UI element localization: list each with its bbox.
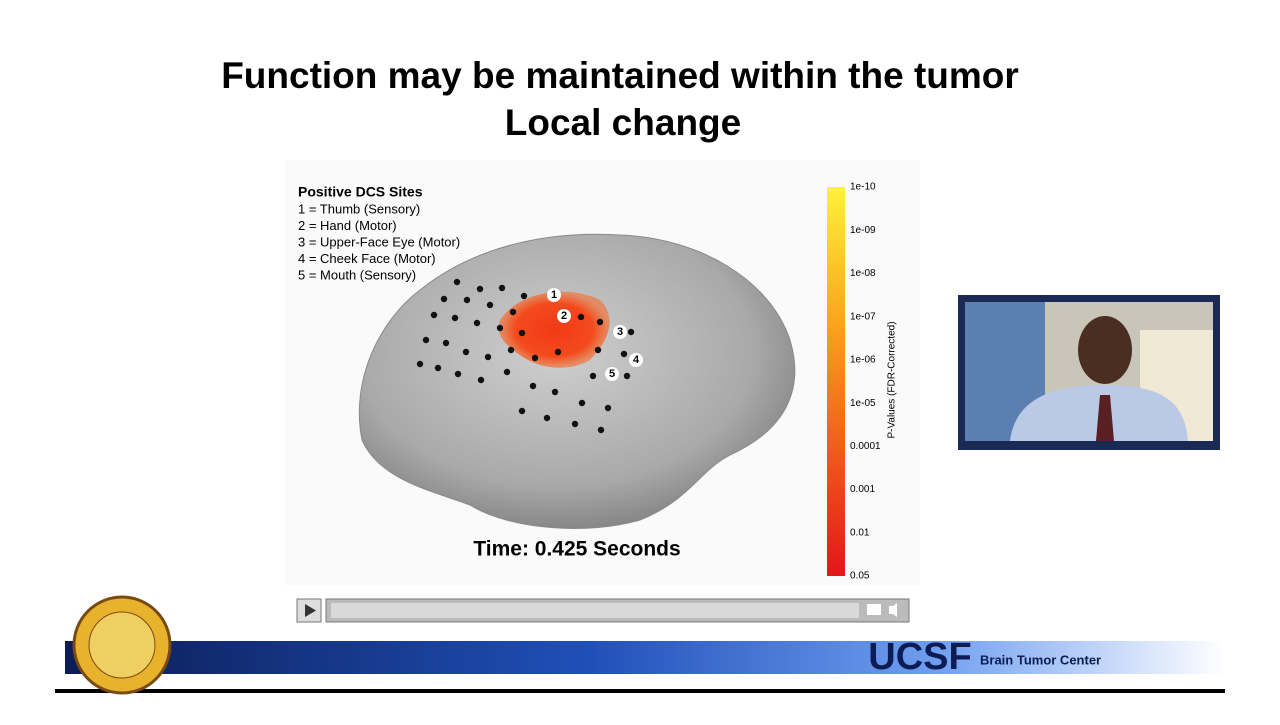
colorbar-tick: 1e-07 — [850, 311, 876, 322]
site-label: 4 — [633, 354, 640, 366]
center-name: Brain Tumor Center — [980, 652, 1101, 667]
electrode — [430, 311, 438, 319]
seal-inner — [88, 611, 156, 679]
electrode — [477, 376, 485, 384]
electrode — [462, 348, 470, 356]
colorbar-tick: 1e-06 — [850, 355, 876, 366]
colorbar — [827, 187, 845, 576]
footer-rule — [55, 689, 1225, 693]
legend-item: 4 = Cheek Face (Motor) — [298, 251, 436, 266]
electrode — [620, 350, 628, 358]
electrode — [422, 336, 430, 344]
electrode — [416, 360, 424, 368]
site-label: 2 — [561, 310, 567, 322]
volume-button[interactable] — [889, 603, 897, 617]
colorbar-tick: 1e-05 — [850, 398, 876, 409]
electrode — [476, 285, 484, 293]
activation-blob — [498, 291, 610, 368]
site-label: 3 — [617, 326, 623, 338]
electrode — [503, 368, 511, 376]
progress-track — [331, 603, 859, 618]
legend-item: 3 = Upper-Face Eye (Motor) — [298, 234, 460, 249]
electrode — [543, 414, 551, 422]
electrode — [531, 354, 539, 362]
colorbar-tick: 0.0001 — [850, 441, 881, 452]
electrode — [451, 314, 459, 322]
site-label: 5 — [609, 368, 615, 380]
electrode — [577, 313, 585, 321]
captions-button[interactable] — [867, 604, 881, 615]
electrodes — [416, 278, 635, 434]
legend-title: Positive DCS Sites — [298, 184, 423, 200]
electrode — [509, 308, 517, 316]
colorbar-tick: 0.01 — [850, 527, 870, 538]
electrode — [473, 319, 481, 327]
electrode — [594, 346, 602, 354]
electrode — [484, 353, 492, 361]
site-marker — [557, 309, 571, 323]
electrode — [434, 364, 442, 372]
electrode — [518, 407, 526, 415]
colorbar-tick: 0.001 — [850, 484, 875, 495]
ucsf-logo: UCSF — [868, 636, 971, 678]
electrode — [571, 420, 579, 428]
electrode — [454, 370, 462, 378]
electrode — [486, 301, 494, 309]
electrode — [597, 426, 605, 434]
electrode — [627, 328, 635, 336]
colorbar-tick: 1e-10 — [850, 182, 876, 193]
legend-item: 2 = Hand (Motor) — [298, 218, 397, 233]
electrode — [442, 339, 450, 347]
brain — [358, 233, 796, 529]
electrode — [596, 318, 604, 326]
electrode — [623, 372, 631, 380]
electrode — [551, 388, 559, 396]
title-line: Function may be maintained within the tu… — [221, 55, 1019, 96]
person-tie — [1096, 395, 1114, 441]
electrode — [453, 278, 461, 286]
colorbar-tick: 1e-08 — [850, 268, 876, 279]
legend-item: 5 = Mouth (Sensory) — [298, 267, 416, 282]
electrode — [496, 324, 504, 332]
electrode — [520, 292, 528, 300]
electrode — [507, 346, 515, 354]
electrode — [554, 348, 562, 356]
site-label: 1 — [551, 289, 557, 301]
site-marker — [613, 325, 627, 339]
electrode — [463, 296, 471, 304]
site-marker — [547, 288, 561, 302]
electrode — [589, 372, 597, 380]
electrode — [578, 399, 586, 407]
site-marker — [605, 367, 619, 381]
colorbar-tick: 0.05 — [850, 571, 870, 582]
electrode — [498, 284, 506, 292]
legend-item: 1 = Thumb (Sensory) — [298, 201, 420, 216]
person-head — [1078, 316, 1132, 384]
time-label: Time: 0.425 Seconds — [473, 538, 680, 561]
title-line: Local change — [505, 102, 741, 143]
colorbar-tick: 1e-09 — [850, 225, 876, 236]
electrode — [604, 404, 612, 412]
footer-band — [65, 641, 1225, 674]
site-marker — [629, 353, 643, 367]
play-icon — [305, 604, 316, 617]
colorbar-label: P-Values (FDR-Corrected) — [887, 321, 898, 438]
electrode — [440, 295, 448, 303]
electrode — [529, 382, 537, 390]
electrode — [518, 329, 526, 337]
